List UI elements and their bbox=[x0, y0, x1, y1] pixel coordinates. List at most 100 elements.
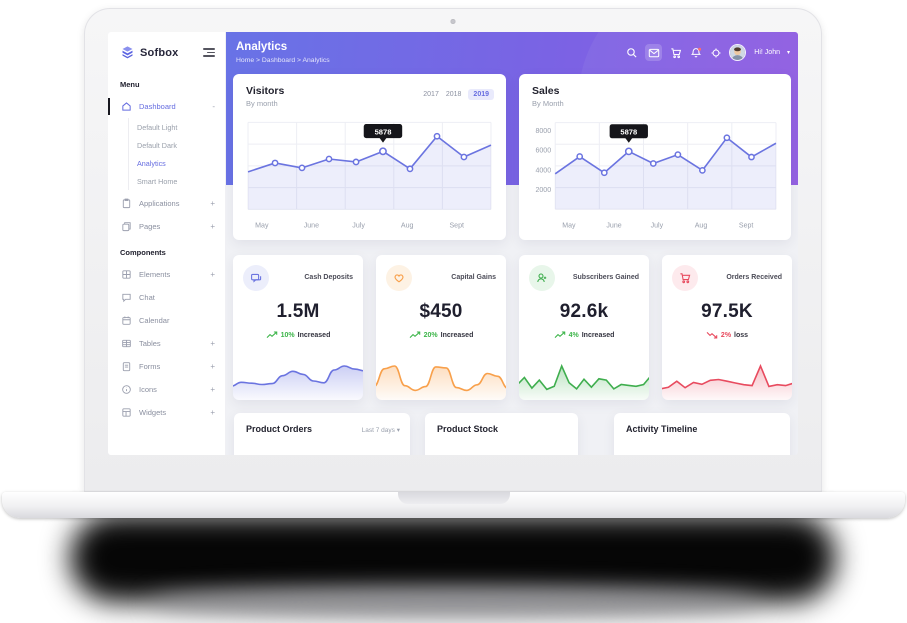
sidebar-toggle-icon[interactable] bbox=[203, 46, 215, 59]
sidebar-item-label: Dashboard bbox=[139, 102, 176, 111]
trend-up-icon bbox=[554, 331, 566, 339]
stat-value: 1.5M bbox=[276, 301, 320, 322]
svg-text:6000: 6000 bbox=[535, 148, 551, 155]
expand-indicator: + bbox=[210, 408, 215, 417]
components-section-label: Components bbox=[120, 248, 166, 257]
heart-icon bbox=[386, 265, 412, 291]
trend-up-icon bbox=[266, 331, 278, 339]
sales-chart: 5878 May June July Aug Sept 8000 6000 4000 2000 bbox=[531, 116, 779, 234]
cart-icon[interactable] bbox=[669, 46, 682, 59]
svg-text:5878: 5878 bbox=[620, 127, 637, 136]
logo-text: Sofbox bbox=[140, 46, 179, 59]
menu-section-label: Menu bbox=[120, 80, 140, 89]
sidebar-item-label: Tables bbox=[139, 339, 161, 348]
sidebar-item-elements[interactable]: Elements + bbox=[108, 263, 225, 286]
dashboard-submenu: Default Light Default Dark Analytics Sma… bbox=[128, 118, 225, 190]
sidebar-item-label: Applications bbox=[139, 199, 180, 208]
svg-text:May: May bbox=[562, 222, 576, 229]
visitors-card: Visitors By month 2017 2018 2019 5878 May… bbox=[233, 74, 506, 240]
expand-indicator: + bbox=[210, 362, 215, 371]
clipboard-icon bbox=[121, 198, 132, 209]
sidebar-item-icons[interactable]: Icons + bbox=[108, 378, 225, 401]
grid-icon bbox=[121, 269, 132, 280]
chevron-down-icon: ▾ bbox=[396, 427, 400, 434]
collapse-indicator: - bbox=[212, 102, 215, 111]
search-icon[interactable] bbox=[625, 46, 638, 59]
expand-indicator: + bbox=[210, 339, 215, 348]
deposit-icon bbox=[243, 265, 269, 291]
sidebar-subitem-smart-home[interactable]: Smart Home bbox=[137, 176, 178, 186]
svg-text:Sept: Sept bbox=[449, 222, 464, 230]
trend-up-icon bbox=[409, 331, 421, 339]
tab-2017[interactable]: 2017 bbox=[423, 91, 439, 98]
mail-icon[interactable] bbox=[645, 44, 663, 61]
sidebar-item-label: Pages bbox=[139, 222, 161, 231]
topbar-actions: Hi! John ▾ bbox=[625, 44, 790, 61]
visitors-subtitle: By month bbox=[246, 99, 278, 108]
sidebar-item-applications[interactable]: Applications + bbox=[108, 192, 225, 215]
sidebar-item-calendar[interactable]: Calendar bbox=[108, 309, 225, 332]
svg-text:2000: 2000 bbox=[535, 187, 551, 194]
pages-icon bbox=[121, 221, 132, 232]
sidebar-item-chat[interactable]: Chat bbox=[108, 286, 225, 309]
sidebar-item-widgets[interactable]: Widgets + bbox=[108, 401, 225, 424]
sidebar-item-label: Forms bbox=[139, 362, 161, 371]
laptop-base bbox=[2, 492, 905, 518]
user-greeting[interactable]: Hi! John bbox=[754, 49, 780, 56]
sidebar-item-label: Elements bbox=[139, 270, 171, 279]
expand-indicator: + bbox=[210, 270, 215, 279]
table-icon bbox=[121, 338, 132, 349]
sidebar-subitem-default-light[interactable]: Default Light bbox=[137, 122, 178, 132]
sidebar-item-pages[interactable]: Pages + bbox=[108, 215, 225, 238]
visitors-title: Visitors bbox=[246, 85, 285, 97]
capital-gains-sparkline bbox=[376, 360, 506, 400]
stat-value: 92.6k bbox=[559, 301, 609, 322]
user-plus-icon bbox=[529, 265, 555, 291]
stat-delta: 2% loss bbox=[662, 331, 792, 339]
sidebar-subitem-default-dark[interactable]: Default Dark bbox=[137, 140, 177, 150]
expand-indicator: + bbox=[210, 199, 215, 208]
expand-indicator: + bbox=[210, 222, 215, 231]
locate-icon[interactable] bbox=[709, 46, 722, 59]
stat-delta: 10% Increased bbox=[233, 331, 363, 339]
tab-2019[interactable]: 2019 bbox=[468, 89, 494, 100]
main-area: Analytics Home > Dashboard > Analytics bbox=[226, 32, 798, 455]
sidebar-item-label: Chat bbox=[139, 293, 155, 302]
camera-dot bbox=[450, 19, 456, 24]
sidebar-subitem-analytics[interactable]: Analytics bbox=[137, 158, 166, 168]
sidebar-item-tables[interactable]: Tables + bbox=[108, 332, 225, 355]
sidebar-item-forms[interactable]: Forms + bbox=[108, 355, 225, 378]
breadcrumb: Home > Dashboard > Analytics bbox=[236, 57, 330, 64]
stat-card-orders-received: Orders Received 97.5K 2% loss bbox=[662, 255, 792, 400]
info-circle-icon bbox=[121, 384, 132, 395]
product-orders-card: Product Orders Last 7 days ▾ bbox=[234, 413, 410, 455]
cart-icon bbox=[672, 265, 698, 291]
stat-value: 97.5K bbox=[701, 301, 753, 322]
sidebar-item-label: Widgets bbox=[139, 408, 167, 417]
year-tabs: 2017 2018 2019 bbox=[423, 89, 494, 100]
expand-indicator: + bbox=[210, 385, 215, 394]
subscribers-sparkline bbox=[519, 360, 649, 400]
stat-card-capital-gains: Capital Gains $450 20% Increased bbox=[376, 255, 506, 400]
chat-icon bbox=[121, 292, 132, 303]
trend-down-icon bbox=[706, 331, 718, 339]
tab-2018[interactable]: 2018 bbox=[445, 91, 462, 98]
svg-text:5878: 5878 bbox=[375, 127, 392, 136]
svg-text:Sept: Sept bbox=[739, 222, 754, 229]
chevron-down-icon[interactable]: ▾ bbox=[786, 50, 790, 56]
date-range-dropdown[interactable]: Last 7 days ▾ bbox=[361, 427, 400, 434]
laptop-screen-bezel: Sofbox Menu Dashboard - Default Light De… bbox=[84, 8, 822, 492]
svg-text:July: July bbox=[352, 222, 365, 230]
user-avatar[interactable] bbox=[729, 44, 747, 61]
svg-text:Aug: Aug bbox=[401, 222, 414, 230]
bell-icon[interactable] bbox=[689, 46, 702, 59]
page-title: Analytics bbox=[236, 41, 288, 53]
sales-subtitle: By Month bbox=[532, 99, 564, 108]
svg-text:May: May bbox=[255, 222, 269, 230]
stat-card-subscribers-gained: Subscribers Gained 92.6k 4% Increased bbox=[519, 255, 649, 400]
sidebar-item-dashboard[interactable]: Dashboard - bbox=[108, 95, 225, 118]
sidebar-item-label: Icons bbox=[139, 385, 157, 394]
cash-deposits-sparkline bbox=[233, 360, 363, 400]
stat-value: $450 bbox=[419, 301, 463, 322]
